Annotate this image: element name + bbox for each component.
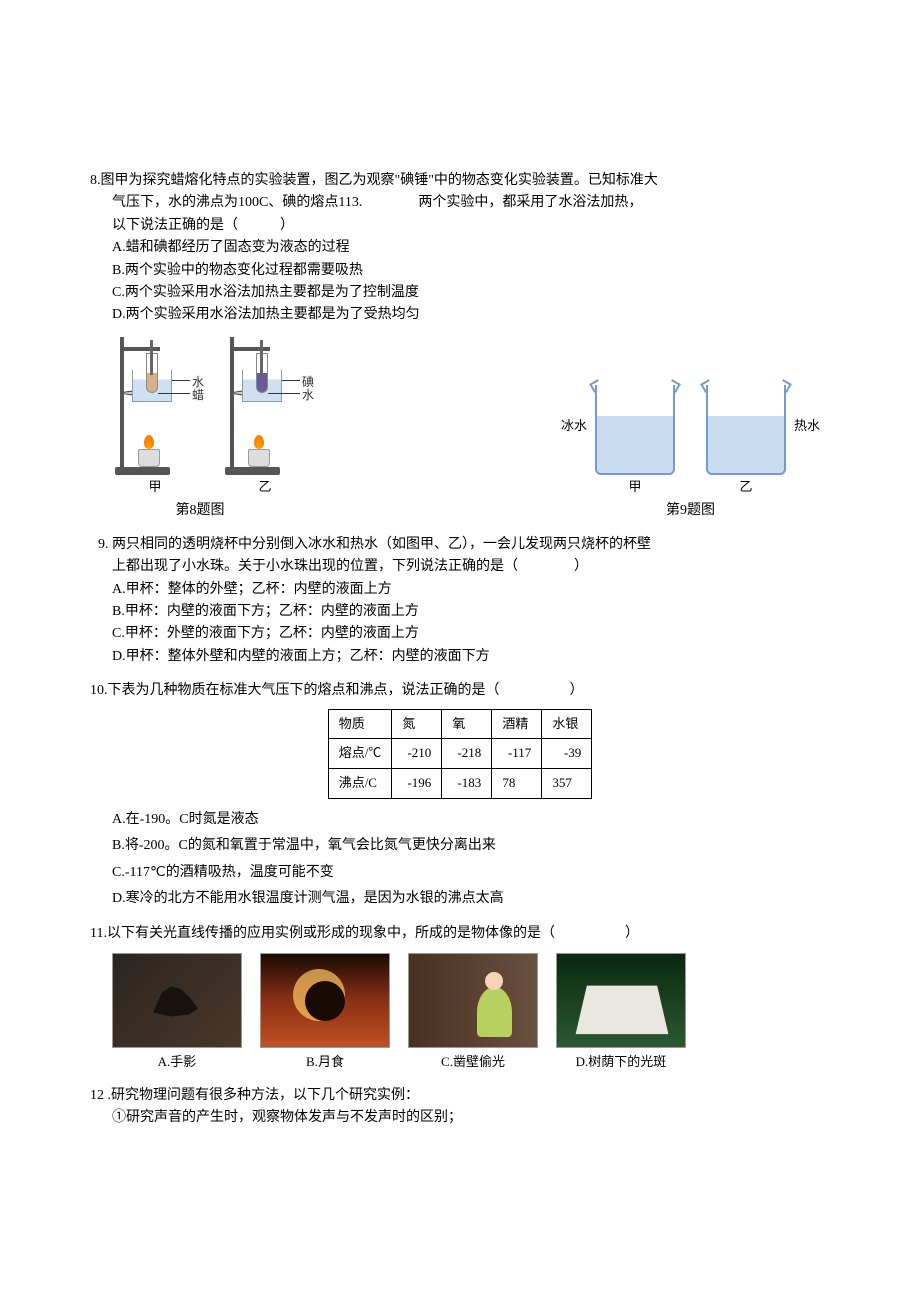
label-wax: 蜡	[192, 386, 204, 405]
q8-option-d: D.两个实验采用水浴法加热主要都是为了受热均匀	[90, 304, 830, 326]
th-mercury: 水银	[542, 709, 592, 739]
q8-stem-line3: 以下说法正确的是（ ）	[90, 215, 830, 237]
row2-label: 沸点/C	[328, 769, 392, 799]
q9-option-a: A.甲杯：整体的外壁；乙杯：内壁的液面上方	[90, 579, 830, 601]
apparatus-jia-label: 甲	[110, 477, 200, 498]
boil-alc: 78	[492, 769, 542, 799]
question-12: 12 .研究物理问题有很多种方法，以下几个研究实例： ①研究声音的产生时，观察物…	[90, 1085, 830, 1130]
question-8: 8.图甲为探究蜡熔化特点的实验装置，图乙为观察"碘锤"中的物态变化实验装置。已知…	[90, 170, 830, 522]
th-oxygen: 氧	[442, 709, 492, 739]
q9-option-d: D.甲杯：整体外壁和内壁的液面上方；乙杯：内壁的液面下方	[90, 646, 830, 668]
label-coldwater: 冰水	[561, 416, 587, 437]
q11-label-b: B.月食	[306, 1052, 344, 1073]
q8-stem-line1: 8.图甲为探究蜡熔化特点的实验装置，图乙为观察"碘锤"中的物态变化实验装置。已知…	[90, 170, 830, 192]
q11-label-c: C.凿壁偷光	[441, 1052, 505, 1073]
apparatus-jia: 水 蜡	[110, 335, 200, 475]
beaker-yi-label: 乙	[739, 477, 752, 498]
apparatus-jia-wrap: 水 蜡 甲	[110, 335, 200, 498]
q10-option-b: B.将-200。C的氮和氧置于常温中，氧气会比氮气更快分离出来	[90, 835, 830, 857]
q11-stem: 11.以下有关光直线传播的应用实例或形成的现象中，所成的是物体像的是（ ）	[90, 923, 830, 945]
row1-label: 熔点/℃	[328, 739, 392, 769]
figure-9-caption: 第9题图	[666, 500, 715, 522]
table-melting-row: 熔点/℃ -210 -218 -117 -39	[328, 739, 592, 769]
q10-option-d: D.寒冷的北方不能用水银温度计测气温，是因为水银的沸点太高	[90, 888, 830, 910]
q12-line1: ①研究声音的产生时，观察物体发声与不发声时的区别；	[90, 1107, 830, 1129]
question-11: 11.以下有关光直线传播的应用实例或形成的现象中，所成的是物体像的是（ ） A.…	[90, 923, 830, 1073]
apparatus-yi-label: 乙	[220, 477, 310, 498]
beaker-jia-label: 甲	[628, 477, 641, 498]
hand-shadow-image	[112, 953, 242, 1048]
q11-images-row: A.手影 B.月食 C.凿壁偷光 D.树荫下的光斑	[112, 953, 830, 1073]
q8-stem-line2: 气压下，水的沸点为100C、碘的熔点113. 两个实验中，都采用了水浴法加热，	[90, 192, 830, 214]
q8-q9-figures-row: 水 蜡 甲	[90, 335, 830, 522]
q9-stem-line2: 上都出现了小水珠。关于小水珠出现的位置，下列说法正确的是（ ）	[90, 556, 830, 578]
beaker-jia	[595, 385, 675, 475]
q10-option-a: A.在-190。C时氮是液态	[90, 809, 830, 831]
q8-option-b: B.两个实验中的物态变化过程都需要吸热	[90, 260, 830, 282]
label-water-2: 水	[302, 386, 314, 405]
label-hotwater: 热水	[794, 416, 820, 437]
q9-stem-line1: 9. 两只相同的透明烧杯中分别倒入冰水和热水（如图甲、乙），一会儿发现两只烧杯的…	[90, 534, 830, 556]
apparatus-yi: 碘 水	[220, 335, 310, 475]
question-10: 10.下表为几种物质在标准大气压下的熔点和沸点，说法正确的是（ ） 物质 氮 氧…	[90, 680, 830, 910]
q11-label-a: A.手影	[158, 1052, 197, 1073]
table-boiling-row: 沸点/C -196 -183 78 357	[328, 769, 592, 799]
q11-img-b-box: B.月食	[260, 953, 390, 1073]
boil-hg: 357	[542, 769, 592, 799]
melt-n: -210	[392, 739, 442, 769]
q10-option-c: C.-117℃的酒精吸热，温度可能不变	[90, 862, 830, 884]
th-alcohol: 酒精	[492, 709, 542, 739]
melt-hg: -39	[542, 739, 592, 769]
q11-img-d-box: D.树荫下的光斑	[556, 953, 686, 1073]
q10-data-table: 物质 氮 氧 酒精 水银 熔点/℃ -210 -218 -117 -39 沸点/…	[328, 709, 593, 799]
wall-light-image	[408, 953, 538, 1048]
q9-option-b: B.甲杯：内壁的液面下方；乙杯：内壁的液面上方	[90, 601, 830, 623]
lunar-eclipse-image	[260, 953, 390, 1048]
figure-9-group: 冰水 甲 乙 热水 第9题图	[561, 385, 820, 522]
question-9: 9. 两只相同的透明烧杯中分别倒入冰水和热水（如图甲、乙），一会儿发现两只烧杯的…	[90, 534, 830, 668]
table-header-row: 物质 氮 氧 酒精 水银	[328, 709, 592, 739]
tree-shade-image	[556, 953, 686, 1048]
boil-o: -183	[442, 769, 492, 799]
th-substance: 物质	[328, 709, 392, 739]
q8-option-c: C.两个实验采用水浴法加热主要都是为了控制温度	[90, 282, 830, 304]
q10-stem: 10.下表为几种物质在标准大气压下的熔点和沸点，说法正确的是（ ）	[90, 680, 830, 702]
q8-option-a: A.蜡和碘都经历了固态变为液态的过程	[90, 237, 830, 259]
q12-stem: 12 .研究物理问题有很多种方法，以下几个研究实例：	[90, 1085, 830, 1107]
figure-8-group: 水 蜡 甲	[90, 335, 310, 522]
melt-alc: -117	[492, 739, 542, 769]
q11-img-a-box: A.手影	[112, 953, 242, 1073]
melt-o: -218	[442, 739, 492, 769]
q11-img-c-box: C.凿壁偷光	[408, 953, 538, 1073]
q9-option-c: C.甲杯：外壁的液面下方；乙杯：内壁的液面上方	[90, 623, 830, 645]
q11-label-d: D.树荫下的光斑	[576, 1052, 667, 1073]
th-nitrogen: 氮	[392, 709, 442, 739]
figure-8-caption: 第8题图	[176, 500, 225, 522]
beaker-yi	[706, 385, 786, 475]
boil-n: -196	[392, 769, 442, 799]
apparatus-yi-wrap: 碘 水 乙	[220, 335, 310, 498]
